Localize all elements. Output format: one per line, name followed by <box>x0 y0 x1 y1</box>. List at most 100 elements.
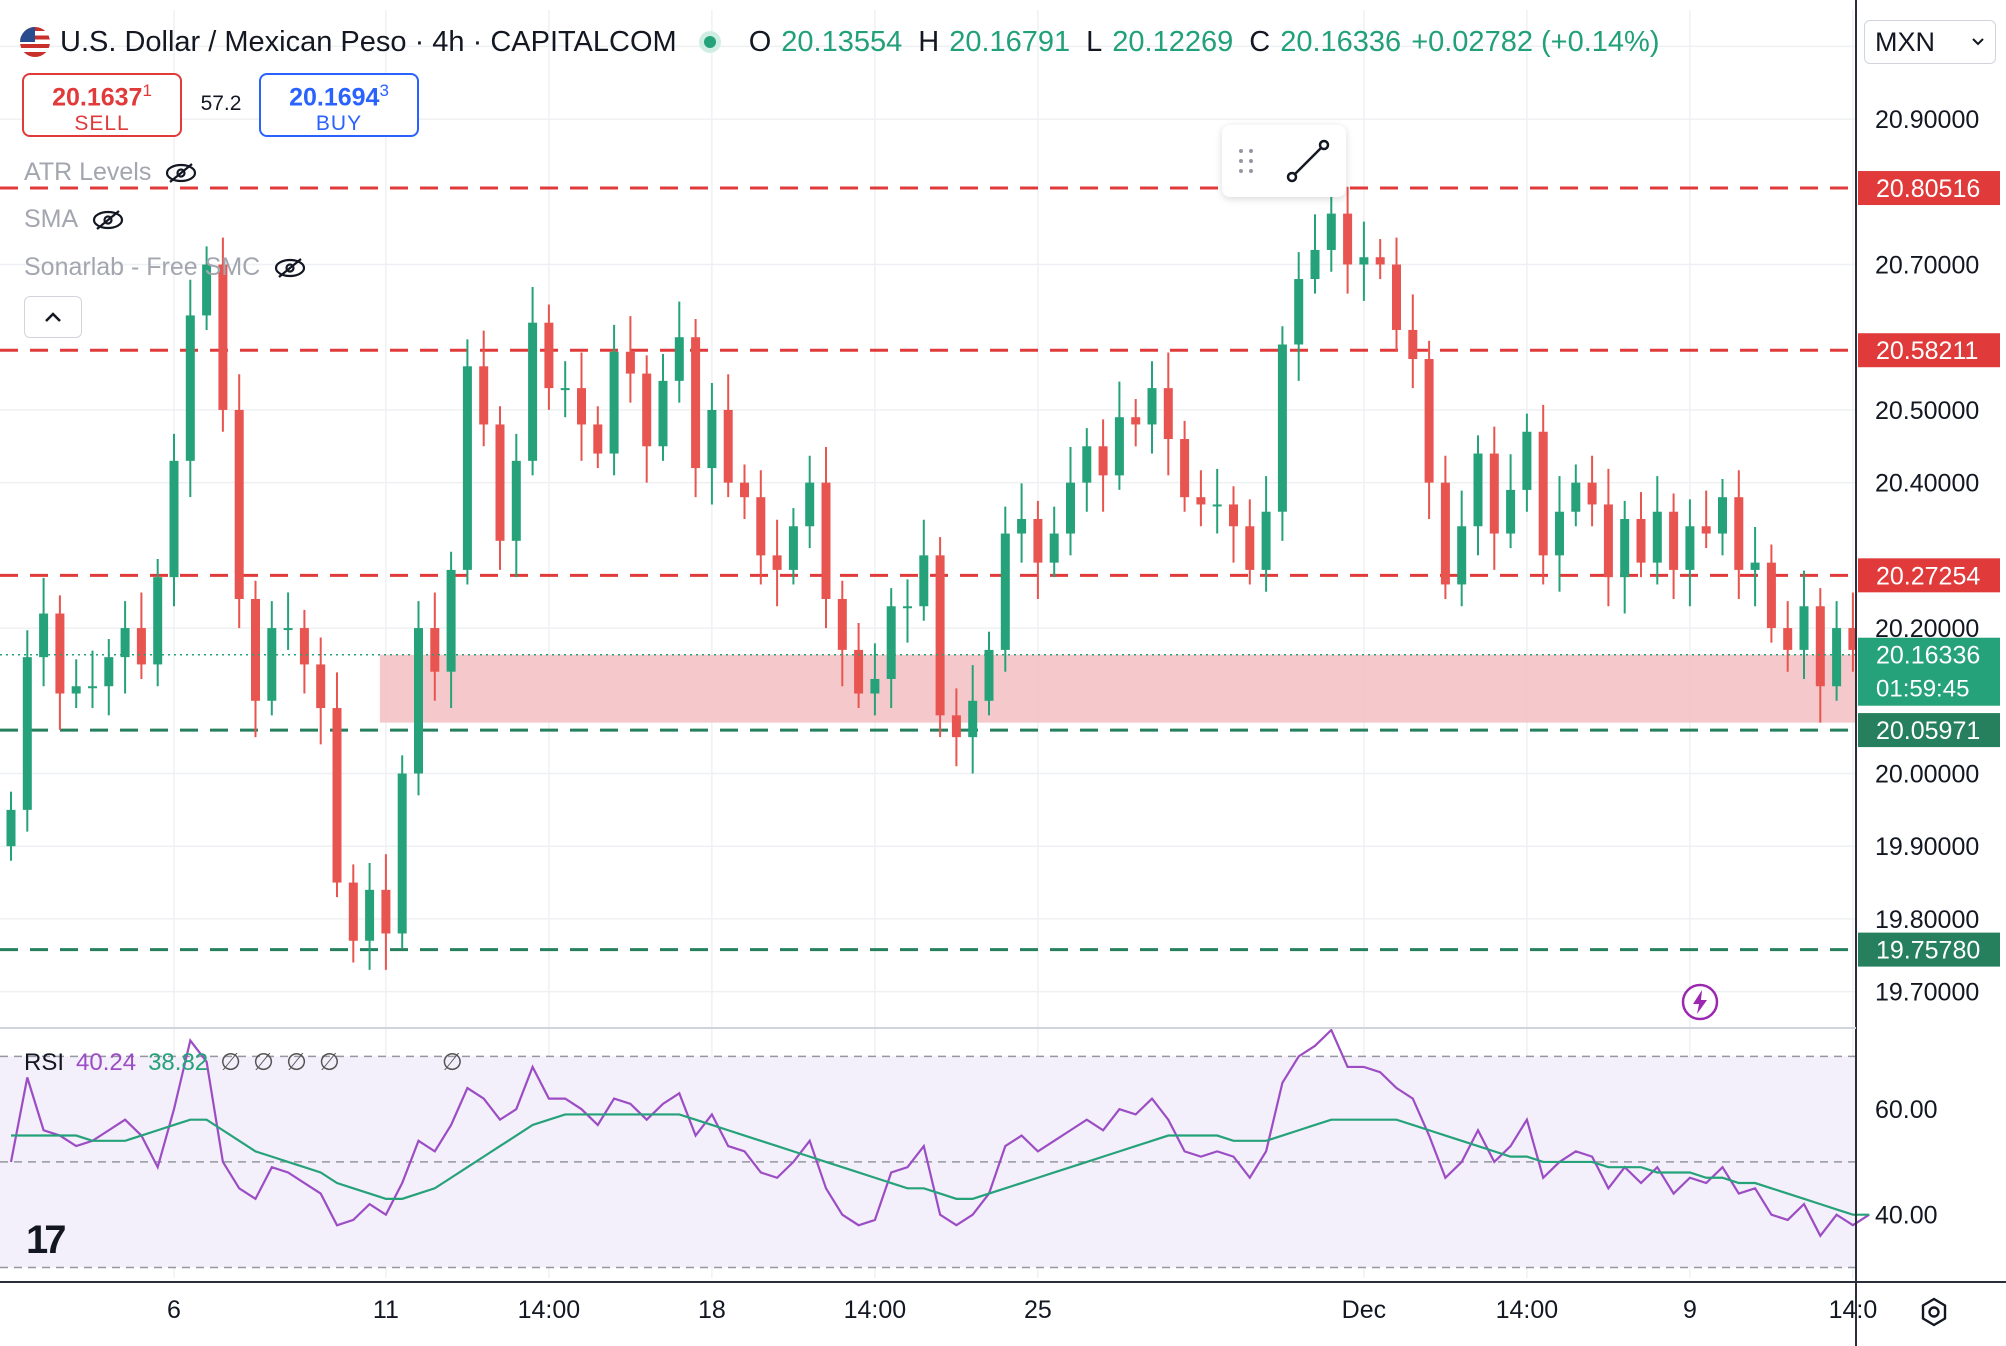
eye-off-icon[interactable] <box>274 257 306 279</box>
candle-body <box>1457 526 1467 585</box>
indicator-atr-levels[interactable]: ATR Levels <box>24 158 197 187</box>
candle-body <box>316 664 326 709</box>
candle-body <box>1603 504 1613 578</box>
candle-body <box>6 809 16 847</box>
candle-body <box>1375 257 1385 265</box>
currency-selector[interactable]: MXN <box>1864 20 1996 64</box>
candle-body <box>299 628 309 665</box>
collapse-indicators-button[interactable] <box>24 296 82 338</box>
candles <box>6 186 1874 970</box>
buy-label: BUY <box>315 112 363 136</box>
trend-line-tool-icon[interactable] <box>1284 137 1332 185</box>
settings-gear-icon[interactable] <box>1918 1296 1950 1328</box>
candle-body <box>446 569 456 672</box>
candle-body <box>283 628 293 631</box>
candle-body <box>153 577 163 665</box>
candle-body <box>1392 264 1401 330</box>
level-price-tag <box>1858 171 2000 206</box>
buy-price-pip: 3 <box>379 81 389 100</box>
candle-body <box>1750 562 1760 570</box>
candle-body <box>658 380 668 447</box>
time-tick-label: 14:00 <box>1496 1296 1559 1324</box>
candle-body <box>1180 439 1190 498</box>
time-tick-label: 14:0 <box>1829 1296 1878 1324</box>
indicator-sma[interactable]: SMA <box>24 205 124 234</box>
candle-body <box>1196 497 1206 505</box>
candle-body <box>1506 489 1516 534</box>
candle-body <box>1131 417 1141 425</box>
candle-body <box>1783 628 1793 650</box>
candle-body <box>511 460 521 541</box>
rsi-sma-line <box>11 1113 1870 1216</box>
buy-button[interactable]: 20.16943 BUY <box>259 73 419 137</box>
candle-body <box>870 678 880 694</box>
level-lines <box>0 186 1856 952</box>
candle-body <box>1832 628 1842 687</box>
candle-body <box>251 598 260 701</box>
eye-off-icon[interactable] <box>92 209 124 231</box>
candle-body <box>951 715 961 738</box>
candle-body <box>479 366 489 425</box>
symbol-title[interactable]: U.S. Dollar / Mexican Peso · 4h · CAPITA… <box>60 25 677 58</box>
rsi-legend[interactable]: RSI 40.24 38.82 ∅ ∅ ∅ ∅ ∅ <box>24 1048 463 1077</box>
indicator-sonarlab-smc[interactable]: Sonarlab - Free SMC <box>24 253 306 282</box>
candle-body <box>1310 249 1320 280</box>
price-tick-label: 20.70000 <box>1875 252 1979 280</box>
candle-body <box>218 264 228 410</box>
candle-body <box>22 657 32 810</box>
level-price-tag <box>1858 713 2000 748</box>
candle-body <box>1636 519 1646 563</box>
candle-body <box>1620 519 1630 578</box>
candle-body <box>202 264 212 316</box>
sell-button[interactable]: 20.16371 SELL <box>22 73 182 137</box>
candle-body <box>430 628 440 672</box>
spread-value: 57.2 <box>200 92 242 115</box>
candle-body <box>1799 606 1809 650</box>
level-price-label: 19.75780 <box>1876 937 1980 965</box>
rsi-sma-value: 38.82 <box>148 1048 209 1076</box>
lightning-icon[interactable] <box>1680 982 1720 1022</box>
currency-value: MXN <box>1875 26 1935 57</box>
drawing-toolbar[interactable] <box>1222 125 1346 197</box>
eye-off-icon[interactable] <box>165 162 197 184</box>
candle-body <box>120 628 130 658</box>
candle-body <box>740 482 749 498</box>
candle-body <box>821 482 831 599</box>
price-tick-label: 20.40000 <box>1875 470 1979 498</box>
candle-body <box>1114 417 1124 476</box>
tradingview-logo[interactable]: 17 <box>26 1218 66 1262</box>
open-label: O <box>748 25 772 58</box>
candle-body <box>1718 497 1727 534</box>
candle-body <box>788 526 798 570</box>
rsi-null-icon: ∅ <box>318 1049 340 1076</box>
high-label: H <box>918 25 940 58</box>
demand-zone <box>379 654 1856 723</box>
usd-mxn-flag-icon <box>20 27 50 57</box>
candle-body <box>1000 533 1010 650</box>
candle-body <box>919 555 929 607</box>
rsi-value: 40.24 <box>76 1048 137 1076</box>
time-tick-label: 14:00 <box>844 1296 907 1324</box>
candle-body <box>1082 446 1092 483</box>
candle-body <box>169 460 179 578</box>
candle-body <box>1049 533 1059 563</box>
price-axis[interactable]: 21.0000020.9000020.7000020.5000020.40000… <box>1856 0 2006 1346</box>
candle-body <box>104 657 114 687</box>
candle-body <box>1587 482 1597 505</box>
sell-price-pip: 1 <box>142 81 152 100</box>
sell-label: SELL <box>74 112 130 136</box>
candle-body <box>968 700 978 738</box>
sell-price: 20.1637 <box>52 83 143 112</box>
open-value: 20.13554 <box>781 25 903 58</box>
candle-body <box>1277 344 1287 512</box>
time-axis[interactable]: 6 11 14:00 18 14:00 25 Dec 14:00 9 14:0 <box>167 1296 1877 1324</box>
time-tick-label: 6 <box>167 1296 181 1324</box>
candle-body <box>1571 482 1581 512</box>
drag-handle-icon[interactable] <box>1237 146 1255 176</box>
rsi-tick-label: 60.00 <box>1875 1096 1938 1124</box>
candle-body <box>1212 504 1222 507</box>
indicator-name: Sonarlab - Free SMC <box>24 253 261 281</box>
candle-body <box>1701 526 1711 534</box>
candle-body <box>593 424 603 454</box>
